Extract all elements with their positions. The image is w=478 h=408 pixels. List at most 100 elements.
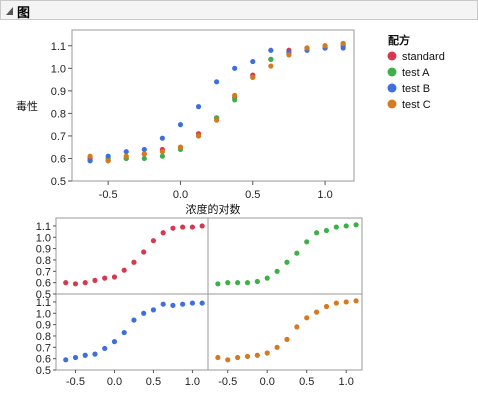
small-multiple-point-test-a — [294, 250, 300, 256]
data-point-test-c — [105, 158, 111, 164]
legend-marker — [387, 83, 397, 93]
small-multiple-point-standard — [63, 280, 69, 286]
small-multiple-point-test-c — [304, 315, 310, 321]
data-point-test-b — [214, 79, 220, 85]
data-point-test-b — [195, 104, 202, 110]
data-point-test-a — [159, 153, 165, 159]
legend-label: test A — [402, 67, 430, 79]
small-multiple-point-test-c — [353, 298, 359, 304]
data-point-test-a — [268, 56, 274, 62]
small-multiple-point-test-a — [274, 268, 280, 274]
data-point-test-c — [232, 92, 238, 98]
small-multiple-point-standard — [141, 249, 147, 255]
y-tick-label: 0.5 — [51, 176, 66, 188]
small-multiple-point-test-b — [150, 307, 157, 313]
small-multiple-point-test-a — [254, 278, 260, 285]
small-y-tick-label: 0.5 — [36, 365, 51, 377]
data-point-test-a — [141, 155, 147, 162]
data-point-test-b — [141, 146, 147, 153]
small-multiple-point-test-b — [141, 310, 147, 316]
data-point-test-c — [195, 133, 202, 139]
small-multiple-point-standard — [150, 238, 157, 244]
small-multiple-point-test-b — [82, 352, 88, 358]
data-point-test-b — [268, 47, 274, 53]
data-point-test-c — [340, 40, 346, 47]
small-multiple-point-test-b — [189, 300, 196, 306]
small-multiple-point-test-c — [294, 324, 300, 330]
small-multiple-point-test-a — [235, 280, 241, 286]
y-axis-label: 毒性 — [16, 99, 38, 113]
data-point-test-c — [214, 117, 220, 123]
small-multiple-point-test-c — [225, 357, 231, 363]
small-multiple-point-standard — [111, 274, 118, 280]
data-point-test-c — [304, 45, 310, 51]
small-y-tick-label: 1.1 — [36, 297, 51, 309]
small-y-tick-label: 0.7 — [36, 342, 51, 354]
legend-title: 配方 — [388, 33, 410, 47]
small-multiple-point-test-a — [353, 222, 359, 228]
x-tick-label: 1.0 — [317, 189, 332, 201]
panel-title: 图 — [17, 5, 31, 20]
data-point-test-b — [105, 153, 111, 159]
small-multiple-point-test-c — [244, 353, 251, 359]
data-point-test-b — [123, 149, 129, 155]
legend-marker — [387, 99, 397, 109]
small-x-tick-label: 1.0 — [339, 376, 354, 388]
small-multiple-point-test-a — [244, 280, 251, 286]
small-multiple-point-test-c — [274, 344, 280, 350]
small-multiple-frame — [55, 293, 209, 371]
small-multiple-point-test-c — [284, 336, 290, 342]
small-y-tick-label: 0.9 — [36, 320, 51, 332]
small-y-tick-label: 1.0 — [36, 308, 51, 320]
small-x-tick-label: 1.0 — [185, 376, 200, 388]
small-x-tick-label: -0.5 — [66, 376, 85, 388]
small-multiple-frame — [207, 217, 363, 295]
small-x-tick-label: 0.5 — [299, 376, 314, 388]
panel-header[interactable]: 图 — [0, 0, 478, 20]
small-y-tick-label: 0.9 — [36, 244, 51, 256]
small-multiple-point-standard — [121, 267, 127, 273]
small-multiple-point-test-a — [304, 239, 310, 245]
small-multiple-point-test-c — [264, 350, 270, 356]
small-multiple-point-standard — [72, 281, 79, 287]
small-multiple-point-test-c — [333, 300, 339, 306]
small-multiple-point-standard — [82, 280, 88, 286]
small-multiple-point-test-b — [199, 300, 205, 306]
small-multiple-point-test-b — [111, 339, 118, 345]
legend-marker — [387, 51, 397, 61]
y-tick-label: 0.7 — [51, 131, 66, 143]
data-point-test-c — [250, 74, 256, 80]
y-tick-label: 0.9 — [51, 86, 66, 98]
small-multiple-point-test-b — [160, 301, 166, 307]
small-y-tick-label: 1.1 — [36, 221, 51, 233]
data-point-test-c — [123, 153, 129, 159]
y-tick-label: 0.8 — [51, 108, 66, 120]
data-point-test-c — [87, 153, 93, 159]
small-multiple-point-test-b — [131, 317, 137, 323]
small-multiple-frame — [55, 217, 209, 295]
legend-marker — [387, 67, 397, 77]
small-y-tick-label: 0.8 — [36, 255, 51, 267]
y-tick-label: 0.6 — [51, 153, 66, 165]
small-y-tick-label: 0.8 — [36, 331, 51, 343]
y-tick-label: 1.0 — [51, 63, 66, 75]
small-multiple-point-test-c — [343, 299, 349, 305]
small-multiple-point-test-b — [63, 357, 69, 363]
collapse-triangle-icon[interactable] — [4, 4, 14, 16]
small-x-tick-label: 0.0 — [107, 376, 122, 388]
data-point-test-c — [322, 43, 328, 49]
small-multiple-point-standard — [102, 275, 108, 281]
data-point-test-b — [340, 45, 346, 51]
small-multiple-point-test-a — [323, 227, 330, 234]
small-multiple-point-test-b — [92, 351, 98, 357]
data-point-test-b — [250, 58, 256, 65]
legend-label: standard — [402, 51, 445, 63]
small-y-tick-label: 0.7 — [36, 266, 51, 278]
small-multiple-point-test-b — [72, 354, 79, 361]
small-x-tick-label: 0.5 — [146, 376, 161, 388]
small-multiple-point-test-a — [343, 223, 349, 229]
data-point-test-c — [177, 144, 184, 150]
small-multiple-point-standard — [160, 230, 166, 236]
small-multiple-point-standard — [131, 259, 137, 265]
small-y-tick-label: 1.0 — [36, 232, 51, 244]
